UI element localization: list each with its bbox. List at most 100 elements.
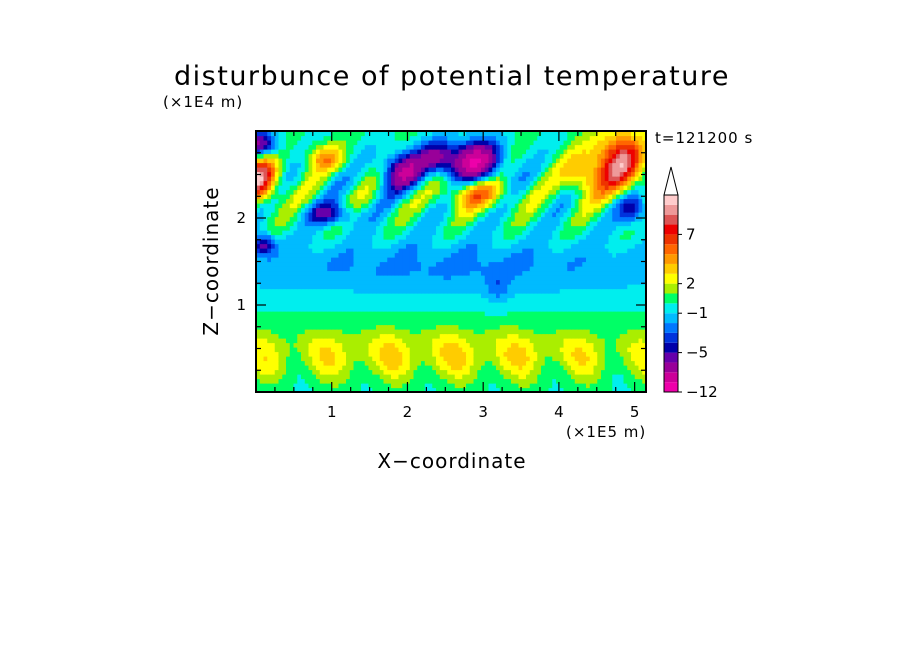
heatmap-cell [514, 356, 520, 362]
heatmap-cell [282, 275, 287, 281]
heatmap-cell [383, 311, 388, 317]
heatmap-cell [409, 324, 415, 330]
heatmap-cell [312, 333, 317, 339]
heatmap-cell [353, 176, 358, 182]
heatmap-cell [301, 284, 306, 290]
heatmap-cell [274, 302, 280, 308]
heatmap-cell [372, 252, 377, 258]
heatmap-cell [559, 203, 565, 209]
heatmap-cell [447, 387, 452, 392]
heatmap-cell [582, 369, 587, 375]
heatmap-cell [293, 194, 298, 200]
heatmap-cell [308, 315, 313, 321]
heatmap-cell [458, 387, 463, 392]
heatmap-cell [364, 369, 370, 375]
heatmap-cell [286, 347, 291, 353]
heatmap-cell [443, 315, 448, 321]
heatmap-cell [462, 252, 467, 258]
heatmap-cell [439, 279, 445, 285]
heatmap-cell [522, 194, 527, 200]
heatmap-cell [533, 203, 538, 209]
heatmap-cell [308, 257, 313, 263]
heatmap-cell [421, 302, 426, 308]
heatmap-cell [432, 351, 437, 357]
heatmap-cell [488, 194, 493, 200]
heatmap-cell [567, 324, 572, 330]
heatmap-cell [571, 356, 576, 362]
heatmap-cell [319, 230, 325, 236]
heatmap-cell [421, 342, 426, 348]
heatmap-cell [256, 248, 261, 254]
heatmap-cell [338, 338, 343, 344]
heatmap-cell [447, 356, 452, 362]
heatmap-cell [286, 284, 291, 290]
heatmap-cell [458, 248, 463, 254]
heatmap-cell [608, 324, 613, 330]
heatmap-cell [304, 198, 310, 204]
heatmap-cell [417, 320, 422, 326]
heatmap-cell [297, 329, 302, 335]
heatmap-cell [312, 270, 317, 276]
heatmap-cell [409, 243, 415, 249]
heatmap-cell [259, 383, 265, 389]
heatmap-cell [308, 198, 313, 204]
heatmap-cell [533, 369, 538, 375]
heatmap-cell [631, 338, 636, 344]
heatmap-cell [556, 333, 561, 339]
heatmap-cell [499, 378, 505, 384]
heatmap-cell [349, 185, 355, 191]
heatmap-cell [597, 315, 602, 321]
heatmap-cell [447, 176, 452, 182]
heatmap-cell [282, 257, 287, 263]
heatmap-cell [278, 302, 283, 308]
heatmap-cell [466, 387, 471, 392]
heatmap-cell [443, 225, 448, 231]
heatmap-cell [436, 351, 441, 357]
heatmap-cell [304, 302, 310, 308]
heatmap-cell [619, 315, 625, 321]
heatmap-cell [274, 257, 280, 263]
heatmap-cell [488, 356, 493, 362]
heatmap-cell [571, 383, 576, 389]
heatmap-cell [544, 320, 550, 326]
heatmap-cell [409, 356, 415, 362]
heatmap-cell [372, 374, 377, 380]
heatmap-cell [503, 369, 508, 375]
heatmap-cell [439, 369, 445, 375]
heatmap-cell [443, 338, 448, 344]
heatmap-cell [552, 311, 557, 317]
heatmap-cell [533, 189, 538, 195]
heatmap-cell [387, 180, 392, 186]
heatmap-cell [271, 198, 276, 204]
heatmap-cell [301, 185, 306, 191]
heatmap-cell [436, 239, 441, 245]
heatmap-cell [451, 216, 456, 222]
heatmap-cell [436, 297, 441, 303]
heatmap-cell [259, 180, 265, 186]
heatmap-cell [436, 320, 441, 326]
heatmap-cell [604, 315, 610, 321]
heatmap-cell [454, 270, 460, 276]
heatmap-cell [481, 351, 486, 357]
heatmap-cell [608, 279, 613, 285]
heatmap-cell [503, 270, 508, 276]
heatmap-cell [537, 284, 542, 290]
heatmap-cell [481, 297, 486, 303]
heatmap-cell [552, 248, 557, 254]
heatmap-cell [496, 185, 501, 191]
heatmap-cell [466, 225, 471, 231]
heatmap-cell [267, 194, 272, 200]
heatmap-cell [421, 284, 426, 290]
heatmap-cell [623, 311, 628, 317]
heatmap-cell [638, 369, 643, 375]
heatmap-cell [357, 333, 362, 339]
heatmap-cell [421, 207, 426, 213]
heatmap-cell [387, 311, 392, 317]
heatmap-cell [282, 176, 287, 182]
heatmap-cell [571, 185, 576, 191]
heatmap-cell [364, 342, 370, 348]
heatmap-cell [537, 356, 542, 362]
heatmap-cell [406, 239, 411, 245]
heatmap-cell [301, 279, 306, 285]
heatmap-cell [413, 374, 418, 380]
